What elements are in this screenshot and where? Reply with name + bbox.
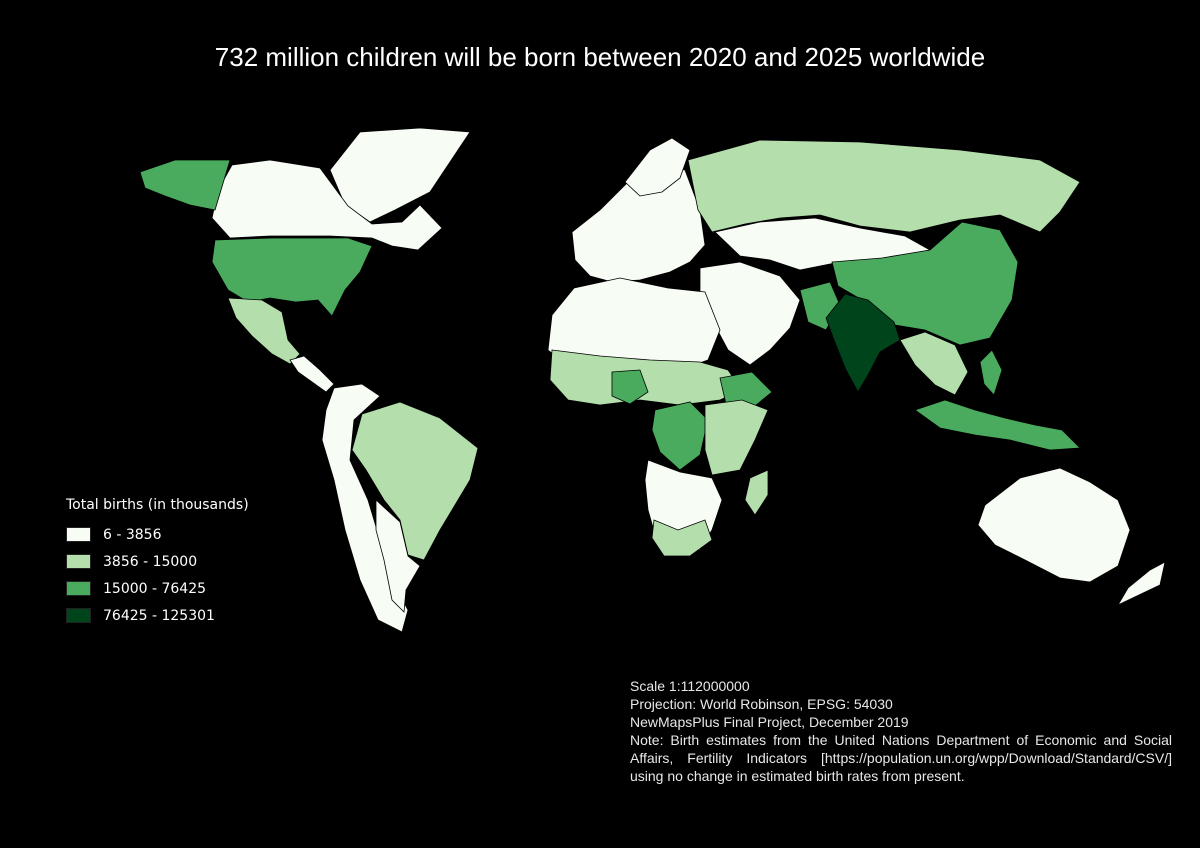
legend-label: 76425 - 125301 bbox=[103, 607, 215, 624]
region-east-africa[interactable] bbox=[704, 399, 769, 476]
region-ethiopia[interactable] bbox=[719, 371, 773, 411]
map-notes: Scale 1:112000000 Projection: World Robi… bbox=[630, 677, 1172, 785]
region-india[interactable] bbox=[825, 293, 901, 393]
region-dr-congo[interactable] bbox=[651, 401, 709, 471]
legend-label: 6 - 3856 bbox=[103, 526, 162, 543]
region-australia[interactable] bbox=[977, 467, 1131, 583]
region-south-africa[interactable] bbox=[651, 519, 713, 557]
region-indonesia[interactable] bbox=[914, 399, 1081, 451]
legend-item: 6 - 3856 bbox=[66, 521, 249, 548]
legend-swatch bbox=[66, 581, 91, 596]
region-usa[interactable] bbox=[211, 237, 373, 317]
projection-text: Projection: World Robinson, EPSG: 54030 bbox=[630, 696, 893, 712]
legend-label: 15000 - 76425 bbox=[103, 580, 207, 597]
legend-item: 3856 - 15000 bbox=[66, 548, 249, 575]
project-text: NewMapsPlus Final Project, December 2019 bbox=[630, 714, 909, 730]
legend-swatch bbox=[66, 608, 91, 623]
region-central-america[interactable] bbox=[289, 355, 335, 393]
region-new-zealand[interactable] bbox=[1116, 561, 1166, 606]
legend-item: 76425 - 125301 bbox=[66, 602, 249, 629]
region-canada[interactable] bbox=[211, 159, 443, 251]
legend-swatch bbox=[66, 554, 91, 569]
map-title: 732 million children will be born betwee… bbox=[214, 42, 986, 72]
region-argentina[interactable] bbox=[375, 499, 421, 613]
legend-label: 3856 - 15000 bbox=[103, 553, 198, 570]
source-note: Note: Birth estimates from the United Na… bbox=[630, 732, 1172, 784]
map-legend: Total births (in thousands) 6 - 3856 385… bbox=[66, 497, 249, 629]
region-russia[interactable] bbox=[687, 139, 1081, 233]
region-mexico[interactable] bbox=[227, 297, 301, 365]
legend-title: Total births (in thousands) bbox=[66, 497, 249, 513]
region-sahel[interactable] bbox=[549, 349, 743, 406]
region-nigeria[interactable] bbox=[611, 369, 649, 405]
region-southeast-asia[interactable] bbox=[899, 331, 969, 396]
region-scandinavia[interactable] bbox=[624, 137, 691, 197]
region-brazil[interactable] bbox=[351, 401, 479, 561]
legend-item: 15000 - 76425 bbox=[66, 575, 249, 602]
region-philippines[interactable] bbox=[979, 349, 1003, 396]
scale-text: Scale 1:112000000 bbox=[630, 678, 750, 694]
region-madagascar[interactable] bbox=[744, 469, 769, 516]
region-alaska[interactable] bbox=[139, 159, 231, 211]
legend-swatch bbox=[66, 527, 91, 542]
region-middle-east[interactable] bbox=[699, 261, 801, 366]
